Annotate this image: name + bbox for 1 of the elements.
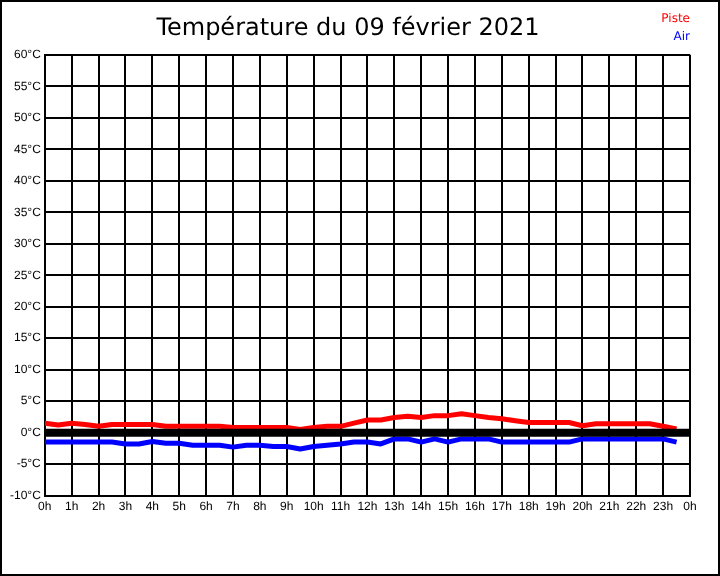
chart-title: Température du 09 février 2021: [154, 12, 540, 41]
